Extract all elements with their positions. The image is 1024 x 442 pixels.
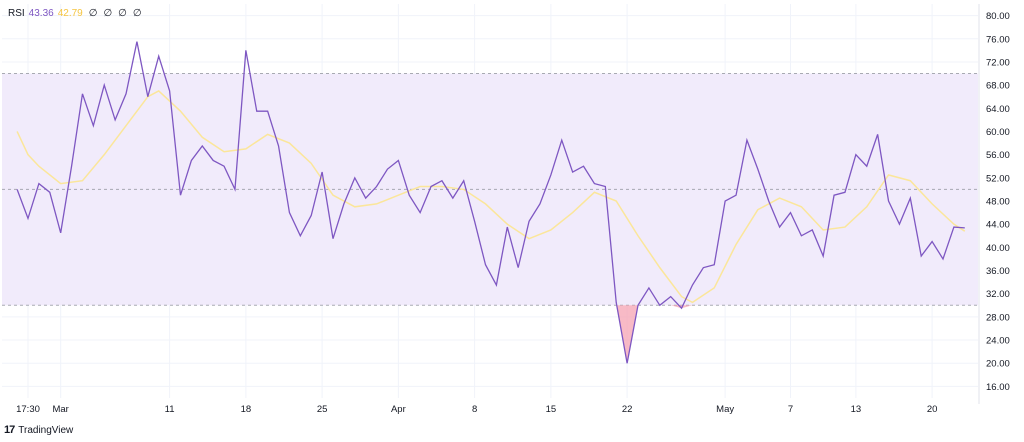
x-axis[interactable]: 17:30 Mar 11 18 25 Apr 8 15 22 May 7 13 20	[16, 404, 937, 415]
legend: RSI 43.36 42.79 ∅ ∅ ∅ ∅	[8, 8, 142, 19]
series-line-rsi-ma[interactable]	[16, 89, 966, 304]
y-tick-label: 68.00	[986, 81, 1010, 92]
x-tick-label: 17:30	[16, 404, 40, 415]
y-tick-label: 60.00	[986, 127, 1010, 138]
x-tick-label: 13	[851, 404, 862, 415]
y-tick-label: 52.00	[986, 173, 1010, 184]
series-line-rsi[interactable]	[16, 41, 965, 364]
x-tick-label: 25	[317, 404, 328, 415]
y-tick-label: 40.00	[986, 243, 1010, 254]
y-tick-label: 20.00	[986, 359, 1010, 370]
x-tick-label: 15	[546, 404, 557, 415]
tradingview-icon: 17	[4, 424, 15, 436]
x-tick-label: 7	[788, 404, 793, 415]
oversold-fill	[616, 305, 693, 364]
y-tick-label: 36.00	[986, 266, 1010, 277]
x-tick-label: 20	[927, 404, 938, 415]
y-tick-label: 64.00	[986, 104, 1010, 115]
y-tick-label: 72.00	[986, 57, 1010, 68]
y-tick-label: 56.00	[986, 150, 1010, 161]
na-value-3: ∅	[118, 8, 127, 19]
y-tick-label: 28.00	[986, 312, 1010, 323]
na-value-4: ∅	[132, 8, 142, 19]
na-value-2: ∅	[103, 8, 113, 19]
x-tick-label: 22	[622, 404, 633, 415]
y-tick-label: 80.00	[986, 11, 1010, 22]
y-tick-label: 76.00	[986, 34, 1010, 45]
x-tick-label: 8	[472, 404, 477, 415]
na-value-1: ∅	[88, 8, 98, 19]
x-tick-label: 11	[165, 404, 175, 415]
y-tick-label: 24.00	[986, 336, 1010, 347]
x-tick-label: Mar	[52, 404, 68, 415]
tradingview-label: TradingView	[18, 424, 74, 436]
y-tick-label: 32.00	[986, 289, 1010, 300]
y-axis[interactable]: 16.00 20.00 24.00 28.00 32.00 36.00 40.00 44.00…	[986, 11, 1010, 393]
ma-value: 42.79	[57, 8, 83, 19]
x-tick-label: May	[716, 404, 734, 415]
x-tick-label: 18	[241, 404, 252, 415]
rsi-value: 43.36	[28, 8, 54, 19]
indicator-name[interactable]: RSI	[8, 8, 25, 19]
y-tick-label: 16.00	[986, 382, 1010, 393]
y-tick-label: 48.00	[986, 197, 1010, 208]
x-tick-label: Apr	[391, 404, 406, 415]
tradingview-logo[interactable]: 17 TradingView	[4, 424, 73, 436]
y-tick-label: 44.00	[986, 220, 1010, 231]
